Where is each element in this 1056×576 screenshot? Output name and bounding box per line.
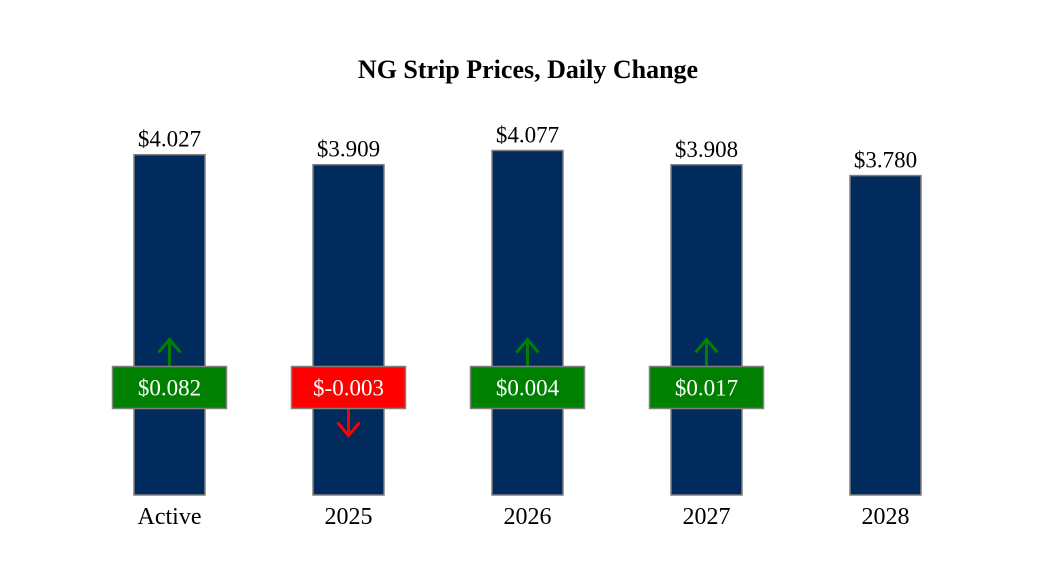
change-box-2 (469, 365, 586, 410)
change-marker-2: $0.004 (469, 337, 586, 410)
change-label-3: $0.017 (675, 376, 738, 401)
bar-4 (849, 174, 922, 496)
value-label-3: $3.908 (675, 137, 738, 162)
changes-layer: $0.082 $-0.003 $0.004 $0.017 (111, 337, 765, 438)
up-arrow-icon (694, 337, 719, 369)
arrow-head (515, 337, 540, 354)
bar-2 (491, 149, 564, 496)
arrow-head (694, 337, 719, 354)
category-label-1: 2025 (325, 504, 373, 530)
change-label-0: $0.082 (138, 376, 201, 401)
labels-layer: $4.027 Active $3.909 2025 $4.077 2026 $3.908 20… (138, 122, 918, 530)
value-label-1: $3.909 (317, 137, 380, 162)
up-arrow-icon (157, 337, 182, 369)
arrow-head (157, 337, 182, 354)
change-label-1: $-0.003 (313, 376, 384, 401)
arrow-head (336, 421, 361, 438)
category-label-3: 2027 (683, 504, 731, 530)
up-arrow-icon (515, 337, 540, 369)
bar-3 (670, 164, 743, 496)
value-label-4: $3.780 (854, 148, 917, 173)
category-label-4: 2028 (862, 504, 910, 530)
bars-layer (133, 149, 922, 496)
change-box-3 (648, 365, 765, 410)
chart-title: NG Strip Prices, Daily Change (358, 55, 698, 84)
value-label-0: $4.027 (138, 127, 201, 152)
bar-0 (133, 153, 206, 496)
change-box-0 (111, 365, 228, 410)
change-marker-3: $0.017 (648, 337, 765, 410)
category-label-2: 2026 (504, 504, 552, 530)
value-label-2: $4.077 (496, 122, 559, 147)
change-marker-1: $-0.003 (290, 365, 407, 438)
down-arrow-icon (336, 406, 361, 438)
change-label-2: $0.004 (496, 376, 560, 401)
category-label-0: Active (138, 504, 202, 530)
change-marker-0: $0.082 (111, 337, 228, 410)
change-box-1 (290, 365, 407, 410)
bar-1 (312, 163, 385, 496)
